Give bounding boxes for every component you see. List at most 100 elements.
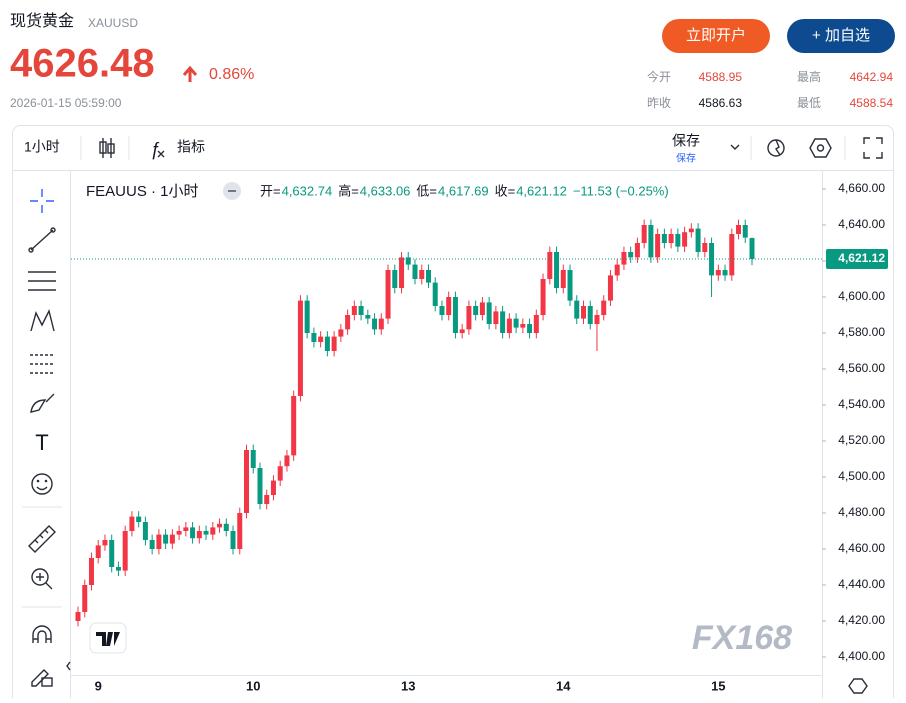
- button-label[interactable]: + 加自选: [812, 27, 870, 44]
- text-tool[interactable]: T: [35, 430, 48, 455]
- interval-button[interactable]: 1小时: [24, 139, 60, 155]
- y-tick-label: 4,540.00: [838, 397, 885, 411]
- candle-body: [540, 279, 546, 315]
- candle-body: [385, 270, 391, 319]
- candle-body: [264, 495, 270, 504]
- ruler-tool[interactable]: [28, 525, 56, 553]
- candle-body: [493, 311, 499, 324]
- y-tick-label: 4,600.00: [838, 289, 885, 303]
- emoji-tool[interactable]: [31, 473, 53, 495]
- fx-icon-x: [157, 150, 165, 158]
- candle-body: [709, 243, 715, 276]
- candle-type-icon[interactable]: [99, 138, 115, 158]
- candle-body: [682, 232, 688, 247]
- y-tick-label: 4,560.00: [838, 361, 885, 375]
- settings-icon[interactable]: [809, 138, 832, 158]
- magnet-tool[interactable]: [32, 625, 52, 643]
- crosshair-tool[interactable]: [30, 189, 54, 213]
- candle-body: [122, 531, 128, 571]
- candle-body: [257, 468, 263, 504]
- watermark: FX168: [692, 619, 792, 657]
- candle-body: [82, 585, 88, 612]
- candle-body: [473, 306, 479, 315]
- candle-body: [601, 300, 607, 315]
- save-button[interactable]: 保存: [672, 133, 700, 149]
- candle-body: [345, 315, 351, 330]
- candle-body: [594, 315, 600, 324]
- candle-body: [183, 527, 189, 531]
- axis-settings[interactable]: [848, 678, 868, 694]
- candle-body: [581, 306, 586, 319]
- candle-body: [439, 306, 445, 315]
- lock-draw-tool[interactable]: [31, 669, 53, 687]
- y-tick-label: 4,580.00: [838, 325, 885, 339]
- candle-body: [244, 450, 249, 513]
- y-tick-label: 4,660.00: [838, 181, 885, 195]
- pattern-tool[interactable]: [30, 308, 55, 332]
- legend-label: 高=: [338, 183, 359, 198]
- legend-value: 4,633.06: [360, 183, 411, 198]
- legend-change: −11.53 (−0.25%): [573, 183, 669, 198]
- candle-body: [425, 270, 431, 283]
- candle-body: [284, 455, 290, 467]
- candle-body: [574, 300, 580, 319]
- candle-body: [203, 531, 209, 535]
- candle-body: [324, 336, 330, 351]
- alert-icon[interactable]: [767, 139, 785, 157]
- collapse-sidebar[interactable]: [66, 661, 71, 671]
- brush-tool[interactable]: [30, 393, 55, 413]
- candle-body: [533, 315, 539, 333]
- candle-body: [311, 333, 317, 342]
- x-tick-label: 13: [401, 678, 415, 693]
- trendline-tool[interactable]: [28, 227, 56, 253]
- y-tick-label: 4,460.00: [838, 541, 885, 555]
- indicators-button[interactable]: 指标: [177, 139, 205, 155]
- zoom-tool[interactable]: [31, 568, 53, 590]
- candle-body: [230, 531, 236, 549]
- projection-tool[interactable]: [30, 354, 54, 374]
- candle-body: [217, 523, 223, 528]
- candle-body: [95, 545, 101, 558]
- fx-icon[interactable]: ƒ: [150, 139, 160, 159]
- legend-label: 低=: [416, 183, 437, 198]
- open-account-button[interactable]: [662, 19, 770, 53]
- price: 4626.48: [10, 42, 155, 86]
- candle-body: [567, 270, 573, 301]
- button-label[interactable]: 立即开户: [686, 27, 746, 44]
- symbol: XAUUSD: [88, 16, 138, 30]
- x-tick-label: 15: [711, 678, 725, 693]
- tv-logo-mark: [96, 632, 120, 646]
- candle-body: [614, 264, 620, 276]
- candle-body: [419, 270, 425, 279]
- candle-body: [378, 318, 384, 330]
- candle-body: [399, 257, 405, 288]
- stat-value: 4642.94: [850, 70, 894, 84]
- x-tick-label: 14: [556, 678, 571, 693]
- legend-title: FEAUUS · 1小时: [86, 183, 199, 200]
- candle-body: [149, 540, 155, 549]
- candle-body: [547, 252, 553, 279]
- candle-body: [661, 234, 667, 243]
- fib-tool[interactable]: [28, 271, 56, 291]
- add-watchlist-button[interactable]: [787, 19, 895, 53]
- candle-body: [628, 252, 634, 258]
- x-tick-label: 10: [246, 678, 260, 693]
- save-menu[interactable]: [730, 144, 740, 150]
- candle-body: [365, 315, 371, 319]
- candle-body: [88, 558, 94, 585]
- fullscreen-icon[interactable]: [863, 137, 883, 159]
- legend-label: 开=: [260, 183, 281, 198]
- candle-body: [270, 480, 276, 495]
- stat-value: 4588.95: [699, 70, 743, 84]
- candle-body: [722, 270, 728, 276]
- candle-body: [634, 243, 640, 258]
- legend-value: 4,617.69: [438, 183, 489, 198]
- stat-label: 昨收: [647, 96, 671, 110]
- candle-body: [210, 527, 216, 535]
- stat-label: 最高: [797, 69, 821, 84]
- legend-value: 4,632.74: [282, 183, 333, 198]
- candle-body: [304, 300, 310, 333]
- candle-body: [297, 300, 303, 396]
- candle-body: [695, 228, 701, 252]
